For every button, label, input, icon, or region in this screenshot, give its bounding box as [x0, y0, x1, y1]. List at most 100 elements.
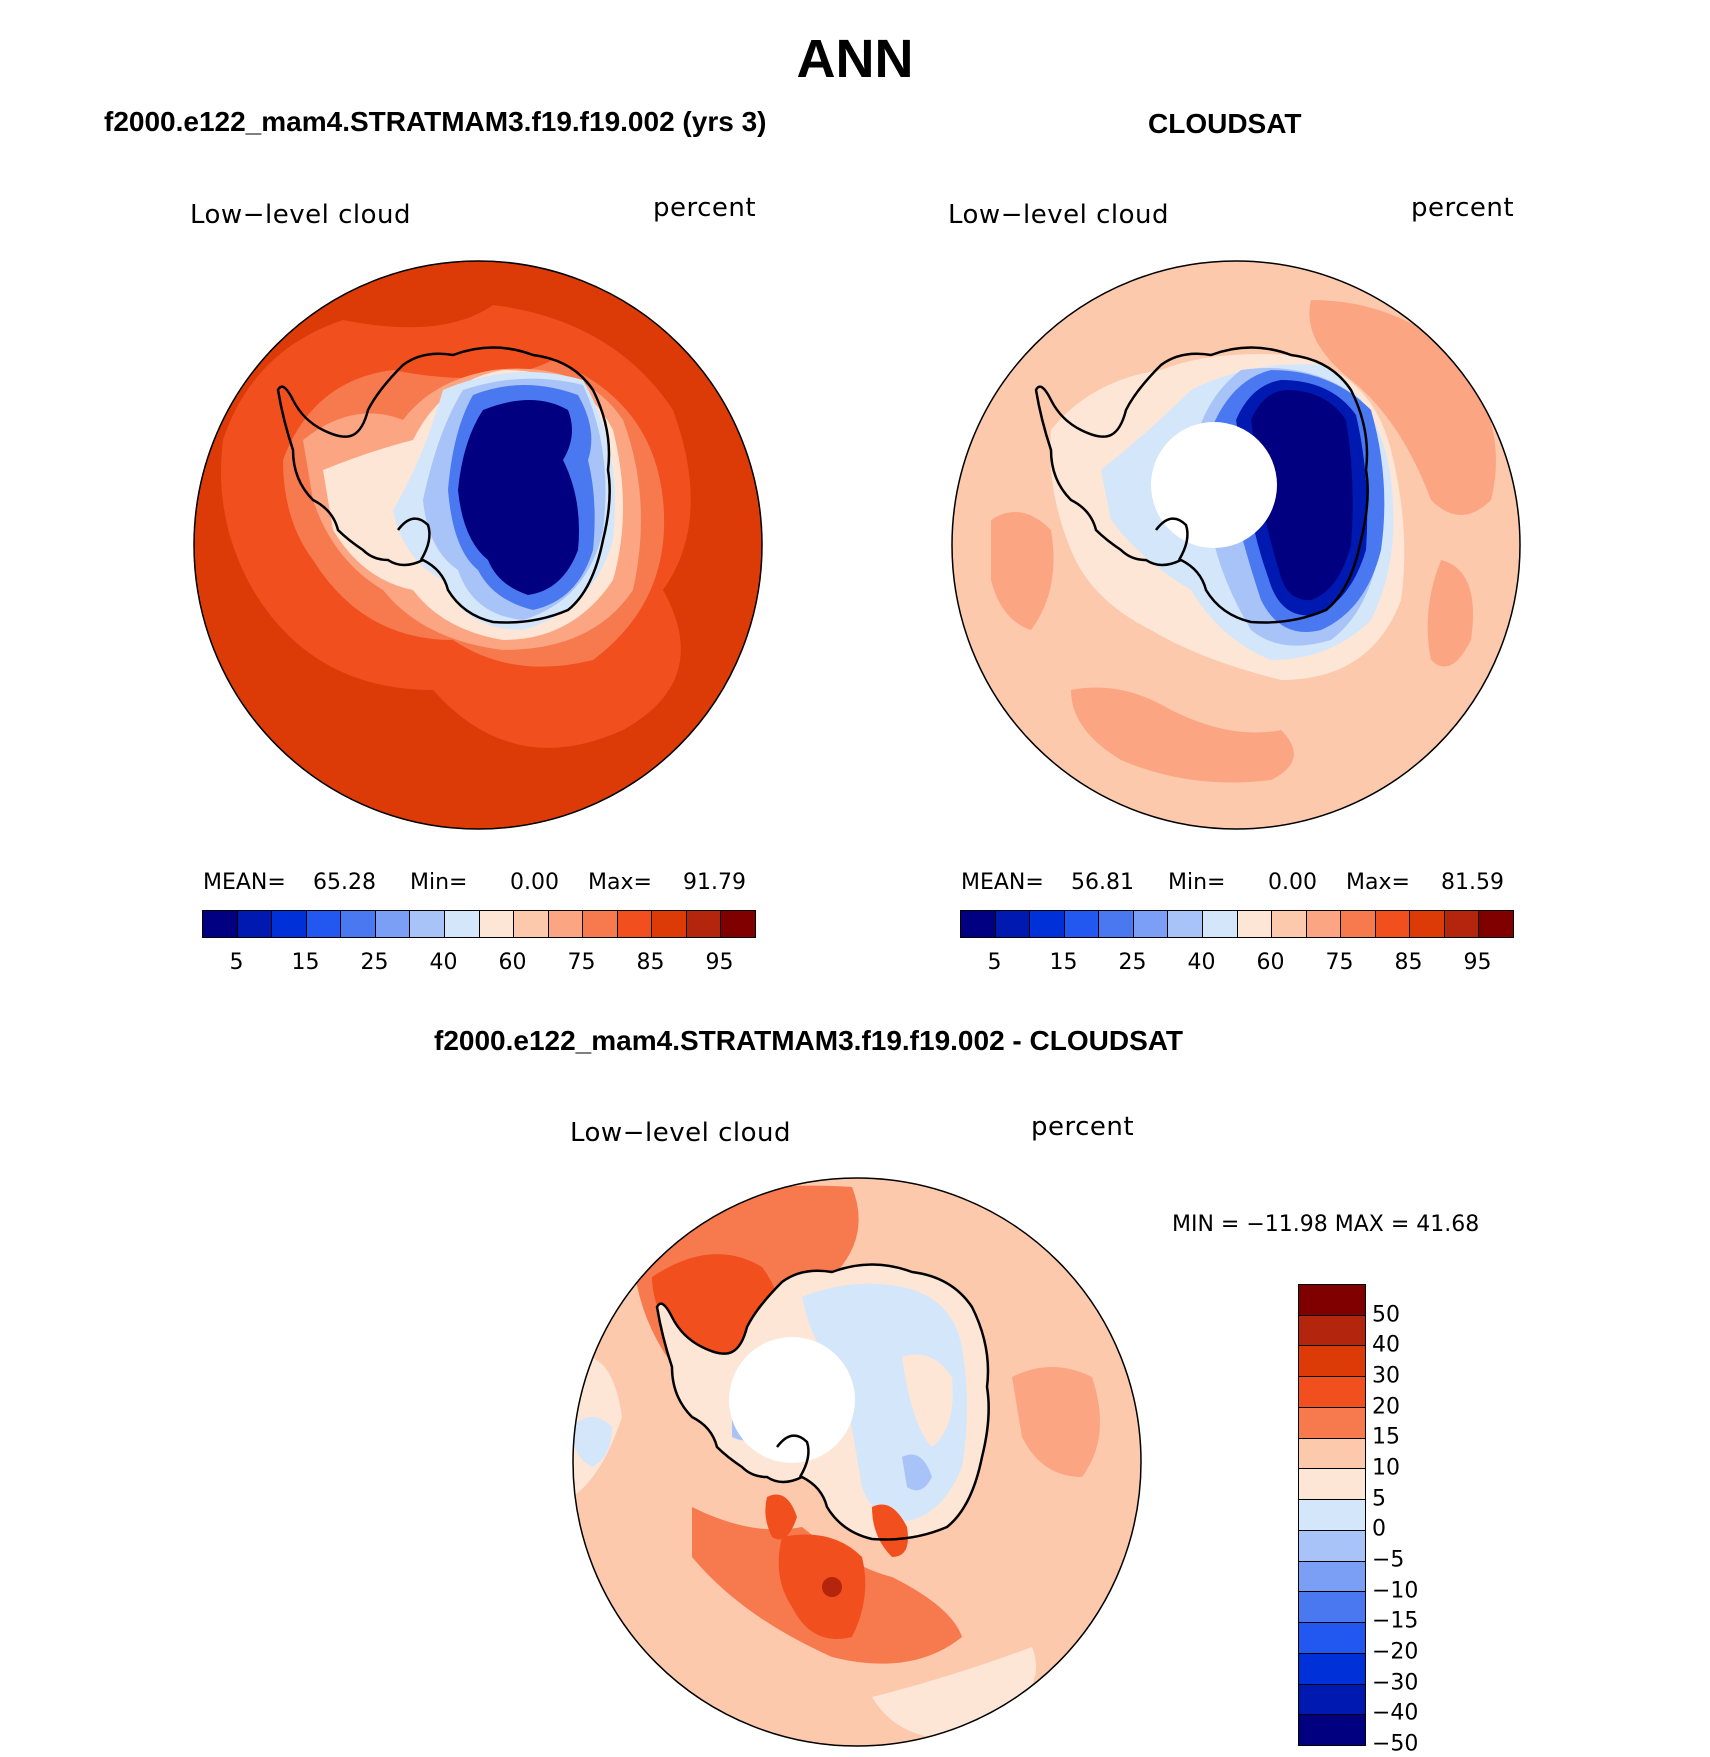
obs-min-value: 0.00: [1268, 870, 1317, 895]
colorbar-swatch: [1306, 911, 1342, 937]
colorbar-swatch: [1299, 1469, 1365, 1501]
colorbar-tick-label: −15: [1372, 1608, 1419, 1634]
colorbar-swatch: [1299, 1715, 1365, 1746]
colorbar-swatch: [583, 911, 618, 937]
obs-variable-label: Low−level cloud: [948, 200, 1169, 230]
colorbar-swatch: [514, 911, 549, 937]
colorbar-swatch: [1299, 1407, 1365, 1439]
colorbar-swatch: [1237, 911, 1273, 937]
colorbar-swatch: [617, 911, 653, 937]
model-variable-label: Low−level cloud: [190, 200, 411, 230]
colorbar-swatch: [203, 911, 238, 937]
colorbar-tick-label: 85: [636, 950, 665, 975]
colorbar-swatch: [1299, 1315, 1365, 1347]
colorbar-swatch: [375, 911, 411, 937]
colorbar-swatch: [479, 911, 515, 937]
obs-max-label: Max=: [1346, 870, 1410, 895]
colorbar-swatch: [1030, 911, 1065, 937]
colorbar-swatch: [1479, 911, 1513, 937]
colorbar-swatch: [1299, 1623, 1365, 1654]
colorbar-swatch: [1299, 1438, 1365, 1470]
colorbar-swatch: [1410, 911, 1445, 937]
main-title: ANN: [796, 29, 914, 89]
colorbar-swatch: [1341, 911, 1376, 937]
colorbar-tick-label: −30: [1372, 1670, 1419, 1696]
diff-panel-title: f2000.e122_mam4.STRATMAM3.f19.f19.002 - …: [434, 1025, 1183, 1056]
diff-polar-map: [572, 1177, 1142, 1747]
model-colorbar: [202, 910, 756, 938]
diff-units-label: percent: [1031, 1112, 1135, 1142]
colorbar-swatch: [1299, 1684, 1365, 1716]
colorbar-tick-label: 40: [429, 950, 458, 975]
colorbar-swatch: [1133, 911, 1169, 937]
colorbar-tick-label: −40: [1372, 1700, 1419, 1726]
colorbar-tick-label: −20: [1372, 1639, 1419, 1665]
diff-colorbar-labels: 50 40 30 20 15 10 5 0 −5 −10 −15 −20 −30 −40 −50: [1372, 1284, 1452, 1756]
colorbar-swatch: [1272, 911, 1307, 937]
colorbar-tick-label: 15: [1372, 1424, 1400, 1450]
colorbar-swatch: [341, 911, 376, 937]
colorbar-tick-label: 15: [1049, 950, 1078, 975]
colorbar-tick-label: 15: [291, 950, 320, 975]
diff-variable-label: Low−level cloud: [570, 1118, 791, 1148]
colorbar-tick-label: 60: [498, 950, 527, 975]
colorbar-tick-label: −10: [1372, 1578, 1419, 1604]
colorbar-swatch: [1299, 1285, 1365, 1316]
diff-colorbar: [1298, 1284, 1366, 1746]
colorbar-swatch: [721, 911, 755, 937]
colorbar-tick-label: 30: [1372, 1363, 1400, 1389]
colorbar-swatch: [1064, 911, 1100, 937]
colorbar-tick-label: 60: [1256, 950, 1285, 975]
colorbar-swatch: [306, 911, 342, 937]
colorbar-swatch: [961, 911, 996, 937]
colorbar-swatch: [272, 911, 307, 937]
colorbar-tick-label: 95: [705, 950, 734, 975]
colorbar-tick-label: 5: [987, 950, 1002, 975]
obs-polar-map: [951, 260, 1521, 830]
colorbar-swatch: [995, 911, 1031, 937]
model-panel-title: f2000.e122_mam4.STRATMAM3.f19.f19.002 (y…: [104, 106, 767, 137]
model-max-label: Max=: [588, 870, 652, 895]
colorbar-swatch: [237, 911, 273, 937]
obs-colorbar: [960, 910, 1514, 938]
colorbar-swatch: [1099, 911, 1134, 937]
colorbar-tick-label: 0: [1372, 1516, 1386, 1542]
obs-min-label: Min=: [1168, 870, 1226, 895]
model-min-label: Min=: [410, 870, 468, 895]
colorbar-tick-label: 20: [1372, 1394, 1400, 1420]
colorbar-tick-label: 50: [1372, 1302, 1400, 1328]
colorbar-tick-label: 5: [229, 950, 244, 975]
obs-max-value: 81.59: [1441, 870, 1504, 895]
model-polar-map: [193, 260, 763, 830]
diff-range-text: MIN = −11.98 MAX = 41.68: [1172, 1212, 1480, 1237]
model-mean-label: MEAN=: [203, 870, 286, 895]
colorbar-tick-label: 40: [1187, 950, 1216, 975]
model-min-value: 0.00: [510, 870, 559, 895]
colorbar-tick-label: 10: [1372, 1455, 1400, 1481]
colorbar-tick-label: 75: [567, 950, 596, 975]
colorbar-swatch: [1299, 1561, 1365, 1593]
colorbar-swatch: [548, 911, 584, 937]
colorbar-swatch: [410, 911, 445, 937]
colorbar-tick-label: −5: [1372, 1547, 1405, 1573]
colorbar-tick-label: 5: [1372, 1486, 1386, 1512]
obs-mean-value: 56.81: [1071, 870, 1134, 895]
colorbar-swatch: [1299, 1592, 1365, 1624]
colorbar-tick-label: 40: [1372, 1332, 1400, 1358]
colorbar-swatch: [444, 911, 480, 937]
colorbar-tick-label: 25: [1118, 950, 1147, 975]
obs-units-label: percent: [1411, 193, 1515, 223]
colorbar-swatch: [1444, 911, 1480, 937]
colorbar-swatch: [1299, 1346, 1365, 1378]
colorbar-swatch: [1168, 911, 1203, 937]
colorbar-swatch: [1299, 1377, 1365, 1408]
colorbar-swatch: [652, 911, 687, 937]
colorbar-tick-label: 25: [360, 950, 389, 975]
colorbar-swatch: [1299, 1500, 1365, 1531]
colorbar-swatch: [1299, 1653, 1365, 1685]
colorbar-tick-label: 95: [1463, 950, 1492, 975]
colorbar-swatch: [1299, 1530, 1365, 1562]
colorbar-swatch: [1375, 911, 1411, 937]
obs-panel-title: CLOUDSAT: [1148, 108, 1302, 139]
colorbar-tick-label: −50: [1372, 1731, 1419, 1757]
